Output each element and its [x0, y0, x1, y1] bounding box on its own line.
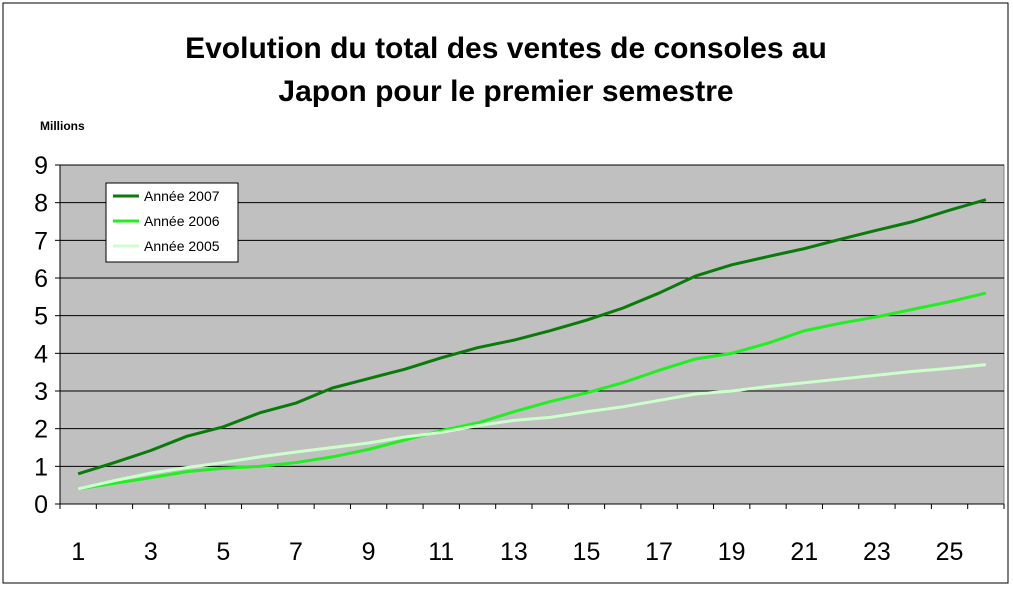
- y-tick-label: 8: [34, 190, 48, 218]
- unit-label: Millions: [40, 119, 85, 133]
- x-tick-label: 1: [71, 538, 85, 566]
- series-line-2: [77, 291, 987, 491]
- legend-label-2: Année 2006: [144, 213, 220, 229]
- x-tick-label: 13: [500, 538, 528, 566]
- legend-label-1: Année 2007: [144, 188, 220, 204]
- legend: Année 2007 Année 2006 Année 2005: [105, 182, 239, 263]
- x-tick-label: 11: [428, 538, 454, 566]
- x-tick-label: 23: [863, 538, 891, 566]
- y-tick-label: 1: [34, 453, 48, 481]
- x-tick-label: 17: [645, 538, 673, 566]
- y-tick-labels: 0 1 2 3 4 5 6 7 8 9: [34, 152, 48, 519]
- y-tick-label: 6: [34, 265, 48, 293]
- x-tick-labels: 1 3 5 7 9 11 13 15 17 19 21 23 25: [71, 538, 963, 566]
- chart-title-line-1: Evolution du total des ventes de console…: [185, 32, 827, 65]
- series-lines: [77, 198, 987, 491]
- x-tick-label: 7: [289, 538, 303, 566]
- y-tick-label: 2: [34, 416, 48, 444]
- x-tick-label: 19: [718, 538, 746, 566]
- x-tick-label: 15: [573, 538, 601, 566]
- series-line-3: [77, 363, 987, 491]
- x-tick-label: 5: [216, 538, 230, 566]
- y-tick-label: 7: [34, 227, 48, 255]
- y-tick-label: 5: [34, 303, 48, 331]
- chart-title-line-2: Japon pour le premier semestre: [278, 75, 733, 108]
- x-tick-label: 21: [790, 538, 818, 566]
- x-tick-label: 3: [144, 538, 158, 566]
- y-tick-label: 3: [34, 378, 48, 406]
- y-tick-label: 4: [34, 340, 48, 368]
- y-tick-label: 9: [34, 152, 48, 180]
- x-tick-label: 9: [362, 538, 376, 566]
- legend-label-3: Année 2005: [144, 238, 220, 254]
- axes: [55, 164, 1005, 509]
- x-tick-label: 25: [936, 538, 964, 566]
- y-tick-label: 0: [34, 491, 48, 519]
- series-line-1: [77, 198, 987, 476]
